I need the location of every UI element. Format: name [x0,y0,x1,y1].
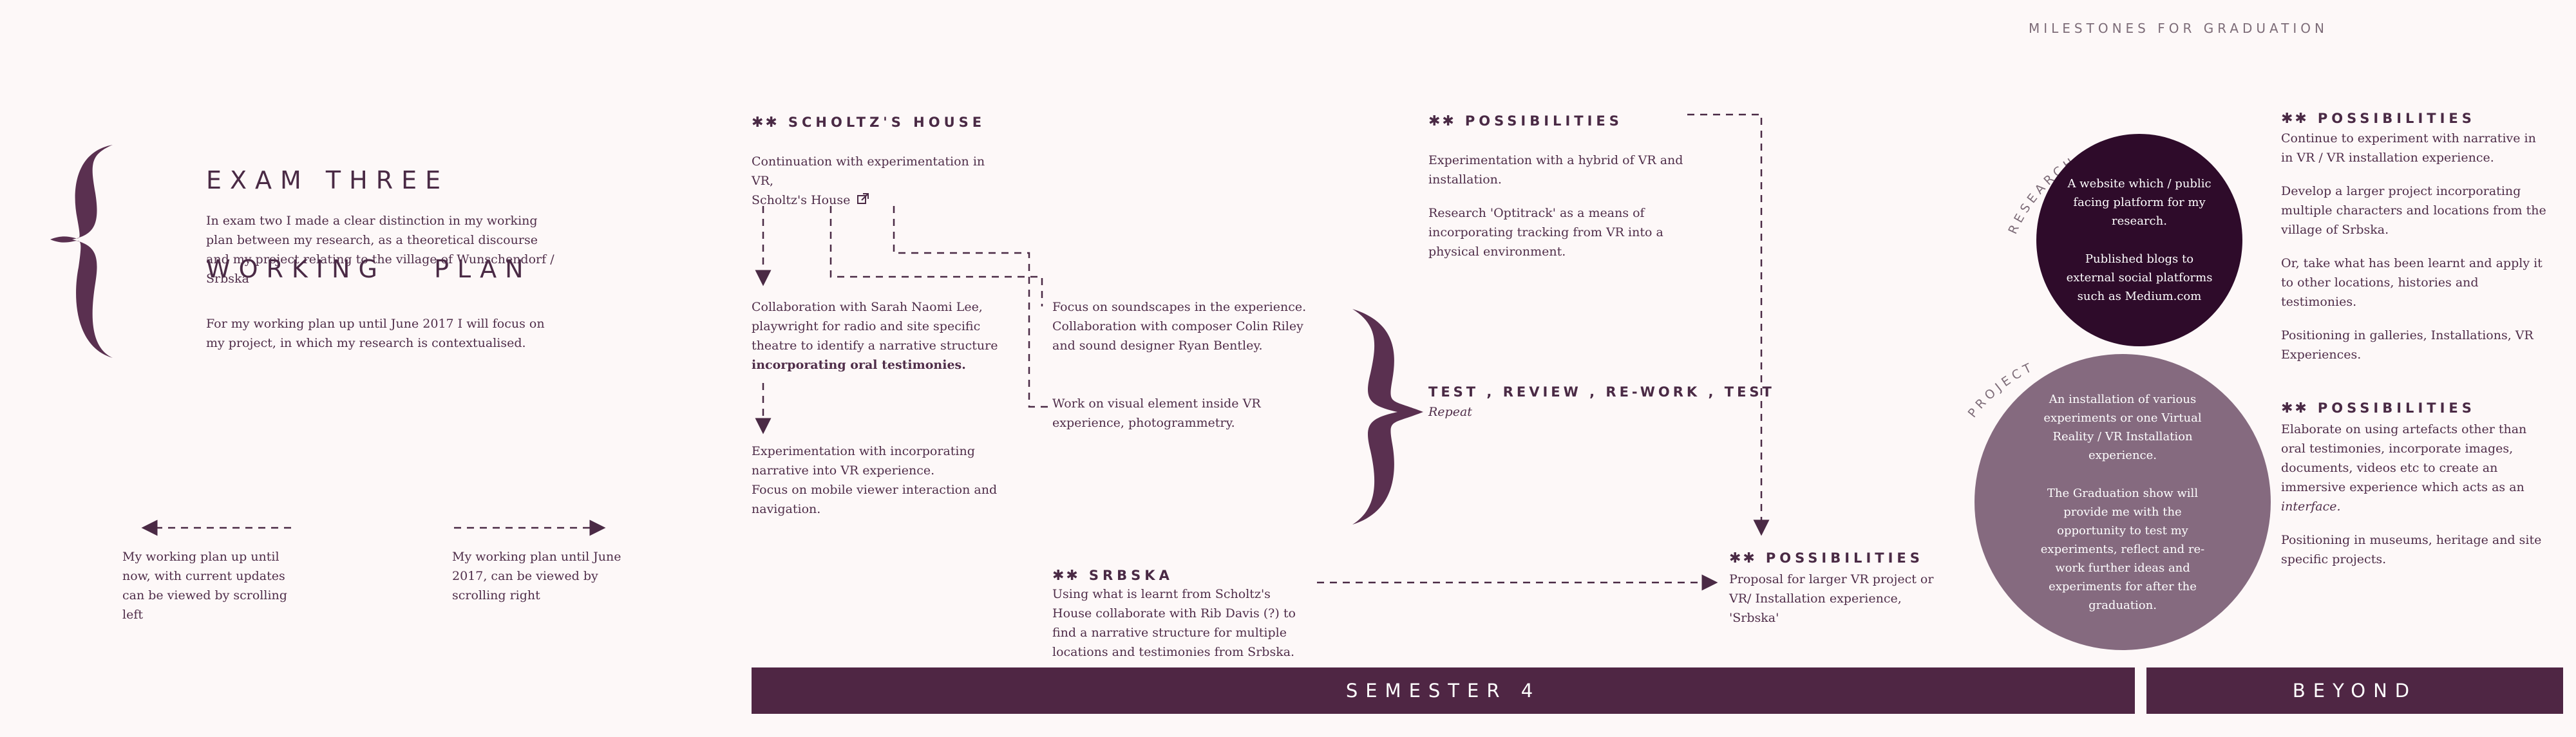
possibilities-4-heading: ✱✱ POSSIBILITIES [2281,400,2476,416]
left-brace [50,145,113,358]
srbska-stars-icon: ✱✱ [1052,568,1080,584]
scroll-left-note[interactable]: My working plan up until now, with curre… [122,550,287,622]
scholtz-heading-text: SCHOLTZ'S HOUSE [788,115,986,130]
scholtz-text: Continuation with experimentation in VR,… [752,152,996,210]
project-circle: An installation of various experiments o… [1975,354,2271,650]
possibilities-3-heading: ✱✱ POSSIBILITIES [2281,111,2476,127]
srbska-text: Using what is learnt from Scholtz's Hous… [1052,587,1296,659]
srbska-heading-text: SRBSKA [1088,568,1173,583]
milestones-heading: MILESTONES FOR GRADUATION [2029,21,2328,36]
possibilities-4-text: Elaborate on using artefacts other than … [2281,420,2552,569]
beyond-bar: BEYOND [2146,667,2563,714]
experiment-narrative: Experimentation with incorporating narra… [752,442,1006,519]
intro-paragraph-1: In exam two I made a clear distinction i… [206,214,554,286]
page-title-line1: EXAM THREE [206,166,450,194]
srbska-heading: ✱✱ SRBSKA [1052,568,1173,584]
external-link-icon[interactable] [857,192,869,205]
arrow-possibilities-to-proposal [1687,113,1770,536]
middle-brace [1352,309,1423,525]
semester-4-bar: SEMESTER 4 [752,667,2135,714]
collab-sarah: Collaboration with Sarah Naomi Lee, play… [752,297,1006,375]
test-review-sub: Repeat [1428,405,1472,419]
soundscapes: Focus on soundscapes in the experience. … [1052,297,1310,355]
possibilities-3-p1: Continue to experiment with narrative in… [2281,131,2536,165]
possibilities-1-p2: Research 'Optitrack' as a means of incor… [1428,206,1663,259]
soundscapes-p1: Focus on soundscapes in the experience. [1052,300,1307,314]
possibilities-1-p1: Experimentation with a hybrid of VR and … [1428,153,1683,187]
experiment-narrative-p2: Focus on mobile viewer interaction and n… [752,483,998,516]
possibilities-4-heading-text: POSSIBILITIES [2317,400,2476,416]
page-title-line2: WORKING PLAN [206,255,532,283]
research-circle: A website which / public facing platform… [2036,134,2242,346]
soundscapes-p2: Collaboration with composer Colin Riley … [1052,319,1303,353]
intro-paragraph-2: For my working plan up until June 2017 I… [206,317,545,350]
possibilities-4-p2: Positioning in museums, heritage and sit… [2281,533,2542,566]
project-p2: The Graduation show will provide me with… [2040,486,2205,612]
possibilities-3-text: Continue to experiment with narrative in… [2281,129,2552,364]
visual-element: Work on visual element inside VR experie… [1052,396,1261,430]
page-title: EXAM THREE WORKING PLAN [206,106,532,313]
possibilities-2-heading: ✱✱ POSSIBILITIES [1729,550,1924,566]
scholtz-heading: ✱✱ SCHOLTZ'S HOUSE [752,115,985,131]
research-p2: Published blogs to external social platf… [2066,252,2213,303]
scholtz-stars-icon: ✱✱ [752,115,779,131]
research-p1: A website which / public facing platform… [2067,177,2211,228]
project-p1: An installation of various experiments o… [2043,392,2202,462]
possibilities-1-heading: ✱✱ POSSIBILITIES [1428,113,1623,129]
possibilities-1-stars-icon: ✱✱ [1428,113,1456,129]
experiment-narrative-p1: Experimentation with incorporating narra… [752,444,975,478]
collab-sarah-bold: incorporating oral testimonies. [752,358,966,372]
possibilities-4-p1-em: interface. [2281,499,2341,514]
possibilities-3-p4: Positioning in galleries, Installations,… [2281,328,2533,362]
scroll-right-note[interactable]: My working plan until June 2017, can be … [452,550,621,602]
possibilities-2-stars-icon: ✱✱ [1729,550,1757,566]
possibilities-4-p1: Elaborate on using artefacts other than … [2281,422,2527,494]
possibilities-2-heading-text: POSSIBILITIES [1765,550,1924,566]
possibilities-3-p2: Develop a larger project incorporating m… [2281,184,2546,237]
possibilities-3-p3: Or, take what has been learnt and apply … [2281,256,2543,309]
possibilities-3-stars-icon: ✱✱ [2281,111,2309,127]
test-review-heading: TEST , REVIEW , RE-WORK , TEST [1428,384,1775,400]
possibilities-3-heading-text: POSSIBILITIES [2317,111,2476,126]
intro: In exam two I made a clear distinction i… [206,211,557,353]
possibilities-4-stars-icon: ✱✱ [2281,400,2309,416]
scholtz-text-line: Continuation with experimentation in VR, [752,154,985,188]
collab-sarah-text: Collaboration with Sarah Naomi Lee, play… [752,300,998,353]
arrow-scholtz-to-visual [893,206,1051,408]
arrow-scholtz-to-soundscapes [829,206,1043,306]
possibilities-1-text: Experimentation with a hybrid of VR and … [1428,151,1705,261]
possibilities-1-heading-text: POSSIBILITIES [1464,113,1623,129]
scholtz-link[interactable]: Scholtz's House [752,193,851,207]
possibilities-2-text: Proposal for larger VR project or VR/ In… [1729,572,1934,625]
